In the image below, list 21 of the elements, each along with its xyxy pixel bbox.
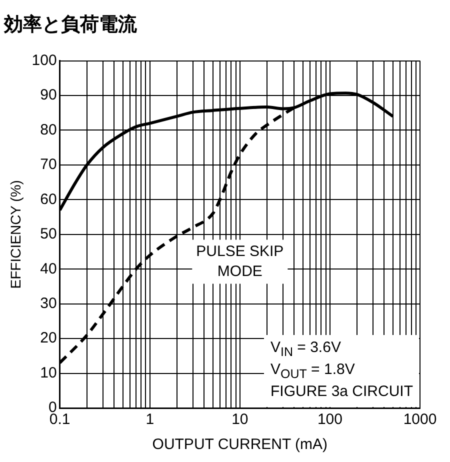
y-tick-label: 40 [40,260,57,278]
y-tick-label: 50 [40,226,57,243]
x-tick-label: 100 [317,411,342,428]
y-tick-label: 80 [40,121,57,138]
annotation: FIGURE 3a CIRCUIT [270,383,413,401]
x-tick-label: 10 [232,411,248,428]
x-axis-title: OUTPUT CURRENT (mA) [152,436,328,454]
chart-title: 効率と負荷電流 [3,14,138,36]
y-tick-label: 30 [40,294,57,312]
y-tick-label: 100 [32,52,57,69]
annotation: V$_{OUT}$ = 1.8V [270,361,356,383]
series-label: PULSE SKIP MODE [196,242,284,280]
y-tick-label: 90 [40,86,57,104]
y-axis-title: EFFICIENCY (%) [7,180,24,289]
y-tick-label: 60 [40,190,57,208]
x-tick-label: 1000 [403,411,437,428]
annotation: V$_{IN}$ = 3.6V [270,339,342,361]
y-tick-label: 10 [40,364,57,382]
y-tick-label: 20 [40,330,57,347]
y-tick-label: 70 [40,156,57,174]
x-tick-label: 1 [146,411,154,428]
